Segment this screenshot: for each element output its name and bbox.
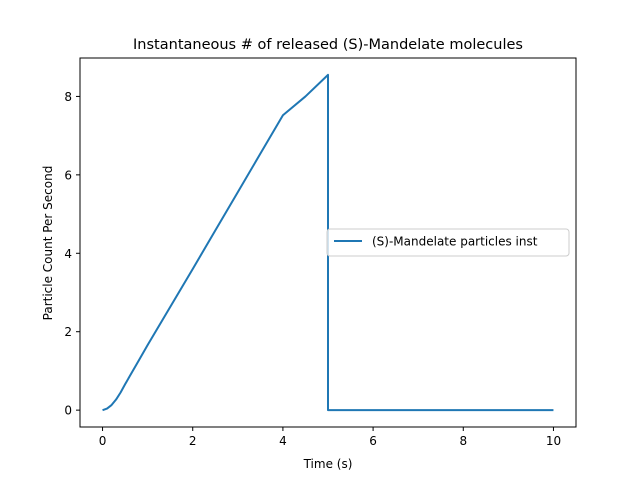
y-axis-label: Particle Count Per Second [41, 166, 55, 321]
x-tick-label: 6 [369, 434, 377, 448]
legend: (S)-Mandelate particles inst [326, 228, 570, 257]
x-axis-ticks: 0 2 4 6 8 10 [99, 427, 561, 448]
series-line-0 [102, 73, 554, 412]
legend-entry-label: (S)-Mandelate particles inst [372, 235, 538, 249]
x-tick-label: 0 [99, 434, 107, 448]
axes-frame [79, 57, 577, 428]
chart-title: Instantaneous # of released (S)-Mandelat… [133, 37, 523, 53]
x-axis-label: Time (s) [303, 457, 353, 471]
y-tick-label: 8 [64, 90, 72, 104]
y-tick-label: 2 [64, 325, 72, 339]
y-tick-label: 6 [64, 168, 72, 182]
y-axis-ticks: 0 2 4 6 8 [64, 90, 80, 418]
x-tick-label: 10 [546, 434, 561, 448]
x-tick-label: 2 [189, 434, 197, 448]
x-tick-label: 8 [459, 434, 467, 448]
x-tick-label: 4 [279, 434, 287, 448]
y-tick-label: 4 [64, 247, 72, 261]
plot-area [79, 57, 577, 428]
legend-frame [326, 228, 570, 257]
y-tick-label: 0 [64, 404, 72, 418]
